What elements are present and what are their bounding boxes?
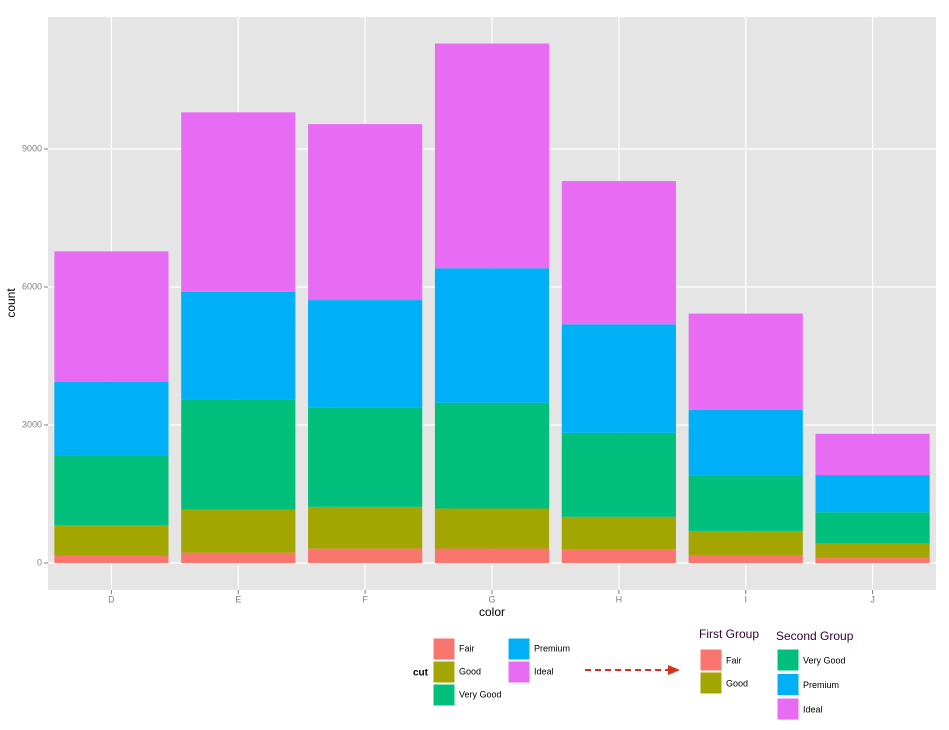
- bar-segment: [688, 313, 803, 410]
- legend-key: [432, 660, 456, 684]
- legend-label: Good: [459, 666, 481, 676]
- legend-label: Premium: [803, 680, 839, 690]
- legend-title: cut: [413, 668, 429, 679]
- bar-segment: [815, 512, 930, 544]
- bar-segment: [434, 508, 550, 549]
- legend-group-title: First Group: [699, 627, 759, 641]
- bar-segment: [688, 554, 803, 563]
- bar-segment: [815, 433, 930, 476]
- bar-segment: [181, 509, 296, 553]
- bar-segment: [815, 557, 930, 563]
- legend-label: Premium: [534, 643, 570, 653]
- arrow-head: [668, 665, 680, 675]
- x-tick-label: I: [744, 594, 747, 604]
- bar-segment: [54, 525, 169, 556]
- bar-segment: [308, 300, 423, 408]
- bar-segment: [54, 555, 169, 563]
- bar-segment: [54, 381, 169, 456]
- x-tick-label: J: [870, 594, 875, 604]
- bar-segment: [561, 549, 676, 563]
- x-tick-label: F: [362, 594, 368, 604]
- legend-key: [776, 673, 800, 696]
- legend-key: [776, 697, 800, 721]
- bar-segment: [308, 407, 423, 507]
- bar-segment: [308, 124, 423, 301]
- y-tick-label: 9000: [22, 143, 42, 153]
- legend-label: Good: [726, 678, 748, 688]
- legend-key: [432, 683, 456, 707]
- legend-key: [432, 637, 456, 661]
- y-axis-label: count: [4, 288, 18, 318]
- bar-segment: [181, 291, 296, 400]
- y-tick-label: 0: [37, 557, 42, 567]
- bar-segment: [181, 399, 296, 510]
- bar-segment: [688, 409, 803, 476]
- bar-segment: [815, 475, 930, 513]
- legend-group-title: Second Group: [776, 629, 854, 643]
- bar-segment: [815, 543, 930, 558]
- legend-key: [699, 671, 723, 695]
- bar-segment: [561, 324, 676, 433]
- bar-segment: [308, 506, 423, 549]
- bar-segment: [434, 402, 550, 509]
- y-tick-label: 6000: [22, 281, 42, 291]
- bar-segment: [561, 432, 676, 517]
- legend-label: Ideal: [534, 666, 554, 676]
- legend-label: Ideal: [803, 704, 823, 714]
- y-tick-label: 3000: [22, 419, 42, 429]
- legend-label: Very Good: [803, 655, 846, 665]
- bar-segment: [434, 548, 550, 563]
- bar-segment: [561, 516, 676, 550]
- bar-segment: [181, 112, 296, 292]
- legend-label: Fair: [726, 655, 742, 665]
- legend-key: [776, 648, 800, 672]
- x-tick-label: D: [108, 594, 115, 604]
- legend-label: Fair: [459, 643, 475, 653]
- x-tick-label: H: [616, 594, 623, 604]
- bar-segment: [181, 552, 296, 563]
- x-axis-label: color: [479, 605, 505, 619]
- legend-label: Very Good: [459, 689, 502, 699]
- legend-key: [507, 660, 531, 684]
- legend-key: [699, 648, 723, 672]
- bar-segment: [54, 455, 169, 526]
- bar-segment: [688, 530, 803, 555]
- x-tick-label: E: [235, 594, 241, 604]
- bar-segment: [54, 251, 169, 382]
- legend-key: [507, 637, 531, 661]
- bar-segment: [434, 268, 550, 403]
- x-tick-label: G: [488, 594, 495, 604]
- bar-segment: [434, 43, 550, 269]
- bar-segment: [308, 548, 423, 563]
- bar-segment: [688, 475, 803, 531]
- bar-segment: [561, 181, 676, 325]
